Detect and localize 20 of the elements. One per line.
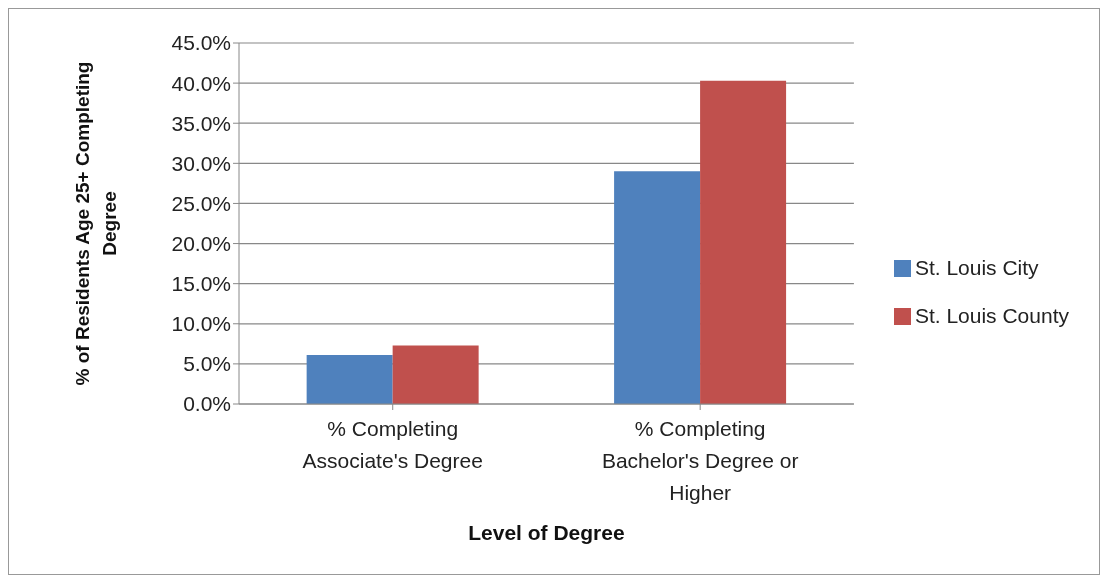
bar xyxy=(700,80,787,404)
x-axis-title: Level of Degree xyxy=(468,521,625,544)
y-axis-title: % of Residents Age 25+ Completing Degree xyxy=(72,61,120,386)
legend-label: St. Louis County xyxy=(914,303,1069,327)
y-tick-label: 30.0% xyxy=(171,151,231,175)
bar xyxy=(306,355,393,404)
x-tick-label: % Completing Associate's Degree xyxy=(302,417,483,472)
y-tick-label: 15.0% xyxy=(171,272,231,296)
y-tick-label: 40.0% xyxy=(171,71,231,95)
y-tick-label: 45.0% xyxy=(171,31,231,55)
bar xyxy=(392,345,479,404)
y-tick-label: 5.0% xyxy=(183,352,231,376)
legend-label: St. Louis City xyxy=(914,255,1039,279)
y-tick-label: 0.0% xyxy=(183,392,231,416)
y-tick-label: 35.0% xyxy=(171,111,231,135)
bar xyxy=(614,171,701,404)
y-tick-label: 25.0% xyxy=(171,191,231,215)
x-tick-label: % Completing Bachelor's Degree or Higher xyxy=(601,417,799,504)
y-tick-label: 10.0% xyxy=(171,312,231,336)
y-tick-label: 20.0% xyxy=(171,232,231,256)
